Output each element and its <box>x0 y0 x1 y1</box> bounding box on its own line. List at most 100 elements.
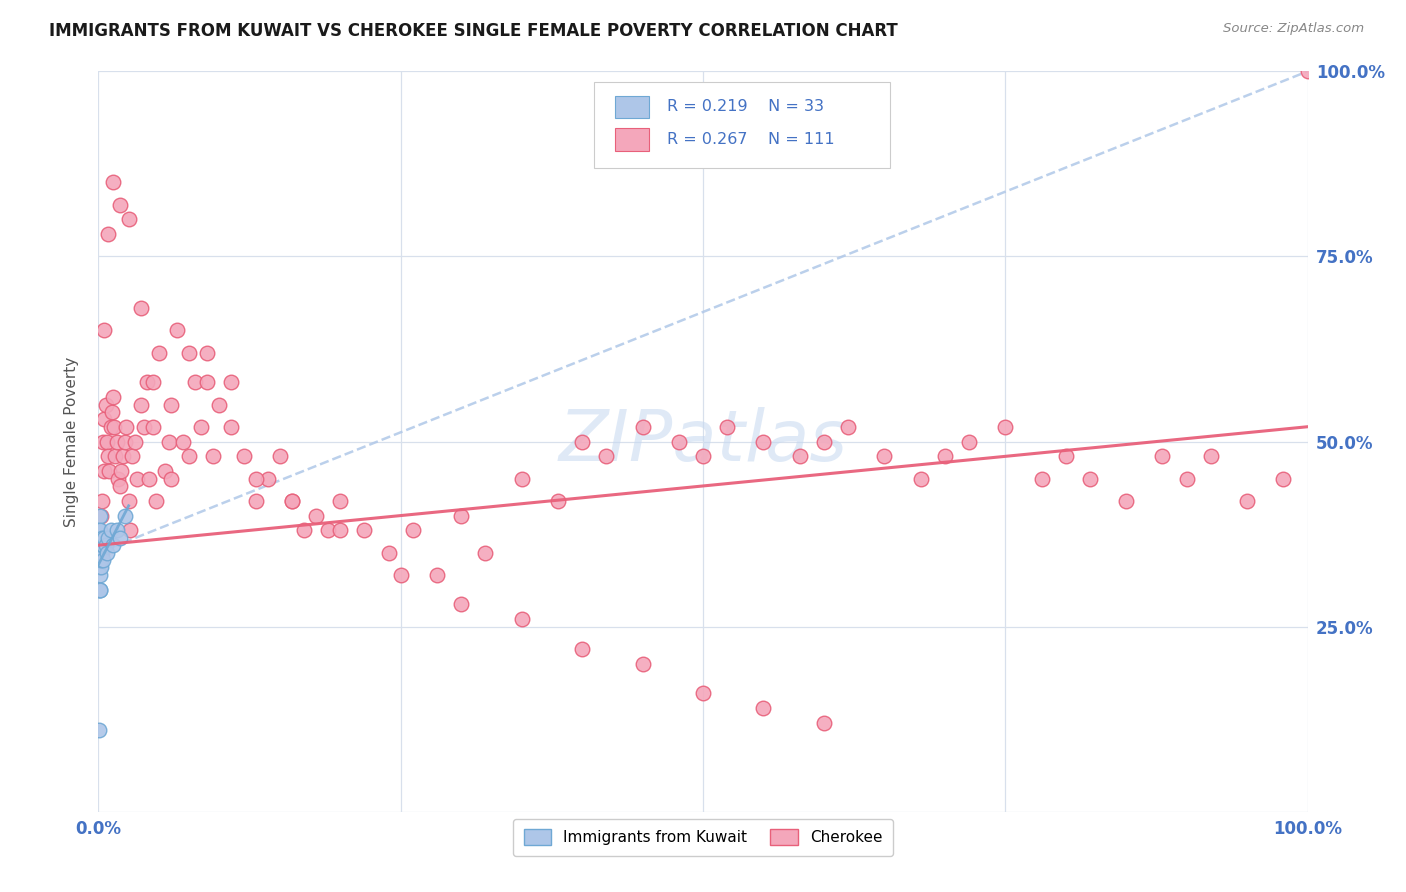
Point <box>668 434 690 449</box>
Point <box>91 531 114 545</box>
Point <box>450 598 472 612</box>
Point <box>107 471 129 485</box>
Point <box>510 471 533 485</box>
Point <box>1054 450 1077 464</box>
Point <box>124 434 146 449</box>
Point <box>957 434 980 449</box>
Point <box>118 524 141 538</box>
Point <box>571 641 593 656</box>
FancyBboxPatch shape <box>614 95 648 118</box>
Point <box>90 538 112 552</box>
Point <box>172 434 194 449</box>
Point <box>135 376 157 390</box>
Point <box>1199 450 1222 464</box>
Point <box>166 324 188 338</box>
Point <box>115 419 138 434</box>
Point <box>547 493 569 508</box>
Point <box>142 419 165 434</box>
Point <box>91 538 114 552</box>
Point <box>179 345 201 359</box>
Point <box>837 419 859 434</box>
Point <box>105 524 128 538</box>
Point <box>269 450 291 464</box>
Point <box>1175 471 1198 485</box>
Point <box>97 450 120 464</box>
Point <box>910 471 932 485</box>
Point <box>129 398 152 412</box>
Point <box>631 419 654 434</box>
Point <box>104 450 127 464</box>
Point <box>1236 493 1258 508</box>
FancyBboxPatch shape <box>614 128 648 151</box>
Point <box>91 546 114 560</box>
Point <box>245 471 267 485</box>
Point <box>208 398 231 412</box>
Text: IMMIGRANTS FROM KUWAIT VS CHEROKEE SINGLE FEMALE POVERTY CORRELATION CHART: IMMIGRANTS FROM KUWAIT VS CHEROKEE SINGL… <box>49 22 898 40</box>
Point <box>118 493 141 508</box>
Point <box>111 450 134 464</box>
Point <box>110 464 132 478</box>
Point <box>89 582 111 597</box>
Point <box>190 419 212 434</box>
Point <box>221 419 243 434</box>
Point <box>108 197 131 211</box>
FancyBboxPatch shape <box>595 82 890 168</box>
Point <box>281 493 304 508</box>
Point <box>91 553 114 567</box>
Point <box>87 582 110 597</box>
Point <box>98 464 121 478</box>
Point <box>716 419 738 434</box>
Point <box>101 538 124 552</box>
Point <box>96 434 118 449</box>
Point <box>402 524 425 538</box>
Point <box>316 524 339 538</box>
Point <box>89 582 111 597</box>
Point <box>571 434 593 449</box>
Point <box>1272 471 1295 485</box>
Point <box>96 546 118 560</box>
Point <box>90 546 112 560</box>
Point <box>87 560 110 574</box>
Point <box>97 531 120 545</box>
Point <box>87 723 110 738</box>
Point <box>93 412 115 426</box>
Point <box>89 524 111 538</box>
Point <box>994 419 1017 434</box>
Point <box>101 175 124 190</box>
Point <box>157 434 180 449</box>
Point <box>101 390 124 404</box>
Point <box>426 567 449 582</box>
Point <box>692 450 714 464</box>
Point <box>100 419 122 434</box>
Point <box>89 546 111 560</box>
Point <box>221 376 243 390</box>
Point <box>813 715 835 730</box>
Legend: Immigrants from Kuwait, Cherokee: Immigrants from Kuwait, Cherokee <box>513 819 893 856</box>
Text: R = 0.267    N = 111: R = 0.267 N = 111 <box>666 132 834 147</box>
Point <box>103 419 125 434</box>
Point <box>450 508 472 523</box>
Point <box>114 434 136 449</box>
Point <box>114 508 136 523</box>
Point <box>142 376 165 390</box>
Point <box>232 450 254 464</box>
Point <box>87 538 110 552</box>
Point <box>256 471 278 485</box>
Point <box>134 419 156 434</box>
Point <box>138 471 160 485</box>
Point <box>90 508 112 523</box>
Point <box>353 524 375 538</box>
Point <box>118 212 141 227</box>
Point <box>121 450 143 464</box>
Point <box>94 398 117 412</box>
Point <box>89 567 111 582</box>
Point <box>89 508 111 523</box>
Point <box>108 479 131 493</box>
Point <box>153 464 176 478</box>
Y-axis label: Single Female Poverty: Single Female Poverty <box>65 357 79 526</box>
Point <box>89 538 111 552</box>
Point <box>160 471 183 485</box>
Text: ZIPatlas: ZIPatlas <box>558 407 848 476</box>
Point <box>90 546 112 560</box>
Point <box>179 450 201 464</box>
